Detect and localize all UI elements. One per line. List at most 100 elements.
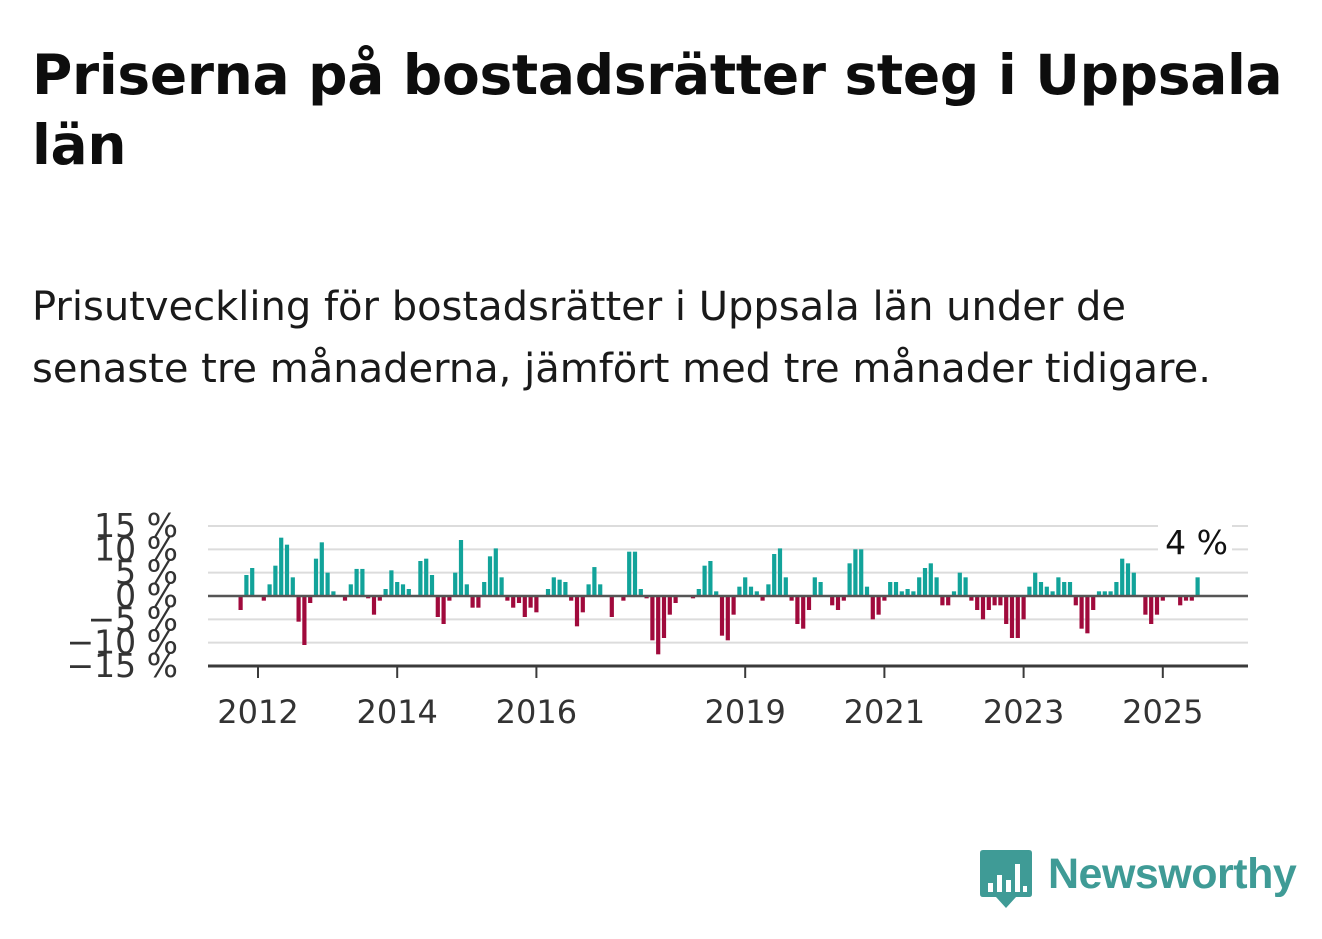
page-title: Priserna på bostadsrätter steg i Uppsala… [32,43,1283,177]
bars [238,537,1200,655]
bar [777,548,783,596]
bar [632,551,638,596]
bar [580,596,585,613]
bar [360,568,365,596]
bar [389,570,394,596]
bar [1195,577,1200,596]
y-tick-label: 15 % [94,506,178,545]
bar [528,596,533,608]
bar [801,596,806,629]
bar [847,563,852,596]
bar [1009,596,1015,638]
bar [911,591,916,596]
logo-text: Newsworthy [1048,850,1297,898]
y-tick-label: 10 % [94,529,178,568]
bar [273,565,278,596]
bar [586,584,591,596]
bar [702,565,707,596]
bar-chart-speech-bubble-icon [980,850,1032,908]
bar [905,589,910,596]
bar [650,596,655,641]
bar [1120,558,1125,596]
bar [284,544,290,596]
bar [893,582,899,596]
bar [975,596,980,610]
bar [1050,591,1055,596]
bar [1091,596,1096,610]
bar [882,596,887,601]
bar [812,577,817,596]
x-tick-label: 2014 [356,693,437,731]
x-tick-label: 2021 [844,693,925,731]
bar [743,577,748,596]
bar [516,596,522,603]
bar [1131,572,1136,596]
bar [1067,582,1073,596]
bar [795,596,800,624]
bar [1154,596,1160,615]
bar [592,567,597,596]
bar [627,551,632,596]
y-tick-label: 0 % [115,576,178,615]
bar [725,596,730,641]
bar [957,572,962,596]
y-tick-label: −10 % [67,623,179,662]
bar [493,548,498,596]
y-tick-label: −15 % [67,646,179,685]
bar [969,596,974,601]
bar [1160,596,1165,601]
bar [1102,591,1107,596]
bar [922,568,928,596]
bar [238,596,243,610]
bar [719,596,725,636]
bar [569,596,574,601]
bar [406,589,411,596]
bar [1033,572,1038,596]
bar [667,596,672,615]
bar [557,579,562,596]
bar [917,577,922,596]
bar [290,577,295,596]
bar [250,568,255,596]
bar [870,596,875,620]
bar [464,584,469,596]
bar [563,582,568,596]
bar [279,537,284,596]
bar [934,577,939,596]
bar [482,582,487,596]
x-tick-label: 2012 [217,693,298,731]
x-tick-label: 2016 [496,693,577,731]
newsworthy-logo: Newsworthy [980,846,1300,912]
bar [1027,586,1032,596]
bar [1021,596,1026,620]
bar [1038,582,1044,596]
bar [418,561,423,596]
bar [818,582,823,596]
bar [400,584,406,596]
chart-subtitle: Prisutveckling för bostadsrätter i Uppsa… [32,284,1211,392]
bar [429,575,435,596]
bar [656,596,661,655]
bar [1108,591,1113,596]
bar [458,540,464,596]
bar [1096,591,1102,596]
bar [435,596,440,617]
bar [748,586,754,596]
bar [888,582,893,596]
bar [395,582,400,596]
y-axis-tick-labels: 15 %10 %5 %0 %−5 %−10 %−15 % [67,506,179,685]
y-tick-label: 5 % [115,553,178,592]
bar [505,596,510,601]
bar [319,542,324,596]
x-tick-label: 2019 [704,693,785,731]
bar [835,596,841,610]
bar [447,596,452,601]
y-tick-label: −5 % [88,599,179,638]
bar [946,596,951,606]
bar [992,596,997,606]
bar [1125,563,1131,596]
bar [331,591,336,596]
bar [383,589,388,596]
bar [998,596,1003,606]
bar [737,586,742,596]
